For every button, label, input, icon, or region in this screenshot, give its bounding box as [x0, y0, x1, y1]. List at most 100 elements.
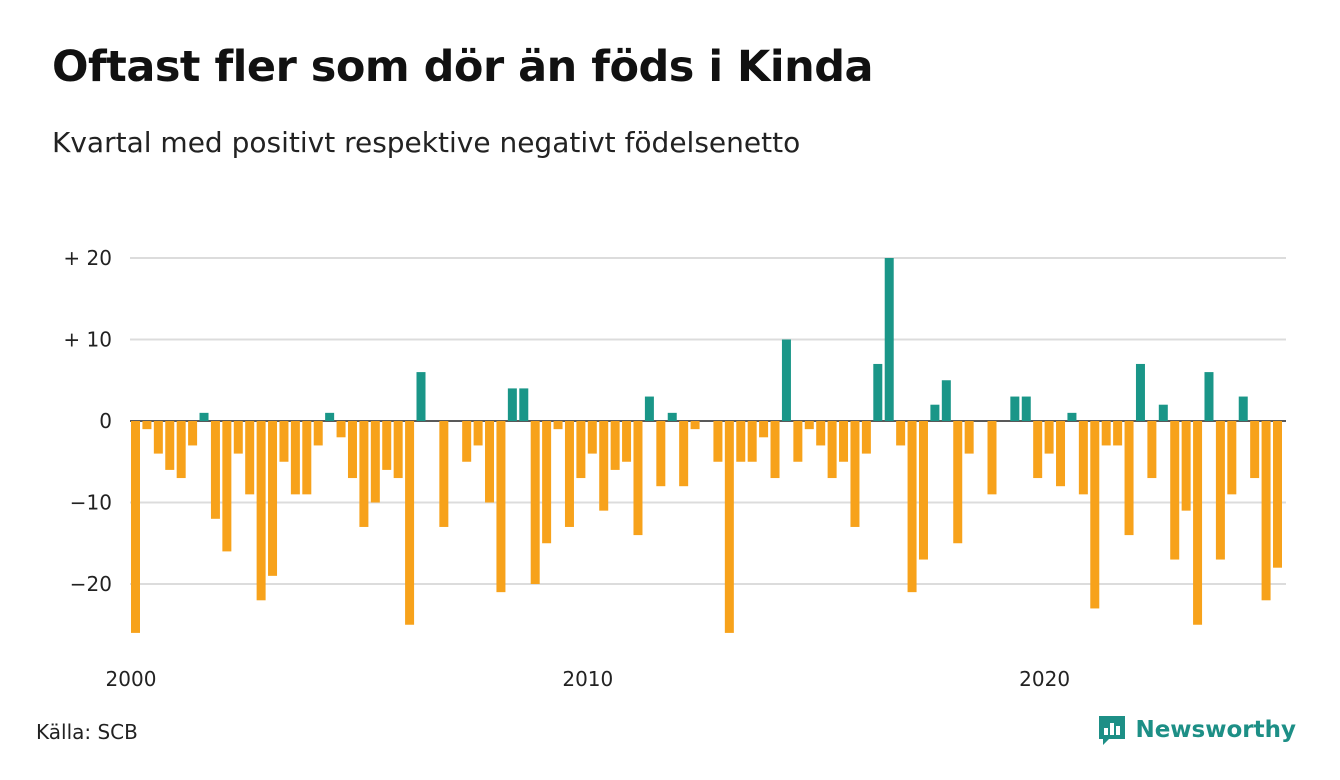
bar-q5 — [176, 421, 186, 479]
bar-q83 — [1067, 412, 1077, 421]
bar-q70 — [918, 421, 928, 560]
bar-q43 — [610, 421, 620, 470]
bar-q39 — [564, 421, 574, 527]
newsworthy-logo-link[interactable]: Newsworthy — [1097, 714, 1296, 746]
bar-q101 — [1273, 421, 1282, 568]
bar-q44 — [622, 421, 632, 462]
bar-q33 — [496, 421, 506, 593]
bar-q84 — [1078, 421, 1088, 495]
bar-q90 — [1147, 421, 1157, 479]
bar-q89 — [1135, 363, 1145, 421]
bar-q45 — [633, 421, 643, 536]
bar-q32 — [485, 421, 495, 503]
y-tick-label: −20 — [70, 572, 112, 596]
bar-q53 — [724, 421, 734, 633]
bar-q4 — [165, 421, 175, 470]
bar-q48 — [667, 412, 677, 421]
x-tick-label: 2010 — [562, 667, 613, 691]
bar-chart: + 20 + 10 0 −10 −20 2000 2010 2020 — [63, 246, 1286, 691]
x-tick-label: 2020 — [1019, 667, 1070, 691]
bar-q22 — [370, 421, 380, 503]
bar-q72 — [941, 380, 951, 421]
bar-q28 — [439, 421, 449, 527]
bar-q15 — [290, 421, 300, 495]
bar-q40 — [576, 421, 586, 479]
bar-q99 — [1250, 421, 1260, 479]
y-tick-label: + 20 — [63, 246, 112, 270]
bar-q74 — [964, 421, 974, 454]
bar-q76 — [987, 421, 997, 495]
bar-q62 — [827, 421, 837, 479]
bar-q23 — [382, 421, 392, 470]
chart-title: Oftast fler som dör än föds i Kinda — [52, 42, 874, 92]
bar-q35 — [519, 388, 529, 421]
bar-q36 — [530, 421, 540, 584]
y-tick-label: + 10 — [63, 328, 112, 352]
bar-q11 — [245, 421, 255, 495]
bar-q56 — [759, 421, 769, 438]
bar-q67 — [884, 258, 894, 421]
bar-q91 — [1158, 404, 1168, 421]
bar-q86 — [1101, 421, 1111, 446]
bar-q12 — [256, 421, 266, 601]
bar-q13 — [268, 421, 278, 576]
x-tick-label: 2000 — [106, 667, 157, 691]
bar-q73 — [953, 421, 963, 544]
bar-q65 — [861, 421, 871, 454]
x-axis-tick-labels: 2000 2010 2020 — [106, 667, 1071, 691]
source-note: Källa: SCB — [36, 720, 138, 744]
bar-q88 — [1124, 421, 1134, 536]
bar-q30 — [462, 421, 472, 462]
bar-q16 — [302, 421, 312, 495]
bar-q50 — [690, 421, 700, 430]
bar-q92 — [1170, 421, 1180, 560]
bar-q85 — [1090, 421, 1100, 609]
bar-q81 — [1044, 421, 1054, 454]
bar-q9 — [222, 421, 232, 552]
bar-q78 — [1010, 396, 1020, 421]
bar-q1 — [131, 421, 140, 633]
bar-q68 — [896, 421, 906, 446]
bar-q69 — [907, 421, 917, 593]
bar-q59 — [793, 421, 803, 462]
bar-q54 — [736, 421, 746, 462]
bar-q26 — [416, 372, 426, 421]
bar-q80 — [1033, 421, 1043, 479]
y-tick-label: 0 — [99, 409, 112, 433]
bar-q87 — [1113, 421, 1123, 446]
bar-q38 — [553, 421, 563, 430]
bar-q66 — [873, 363, 883, 421]
brand-name: Newsworthy — [1135, 717, 1296, 743]
bar-q10 — [233, 421, 243, 454]
bar-q55 — [747, 421, 757, 462]
bar-q58 — [781, 339, 791, 421]
bar-q41 — [587, 421, 597, 454]
bar-q94 — [1193, 421, 1203, 625]
bar-q95 — [1204, 372, 1214, 421]
bar-q98 — [1238, 396, 1248, 421]
bar-q18 — [325, 412, 335, 421]
bar-q97 — [1227, 421, 1237, 495]
bar-q49 — [679, 421, 689, 487]
bar-q100 — [1261, 421, 1271, 601]
bar-chart-logo-icon — [1097, 714, 1127, 746]
bar-q71 — [930, 404, 940, 421]
bar-q52 — [713, 421, 723, 462]
bar-q34 — [507, 388, 517, 421]
bar-q19 — [336, 421, 346, 438]
bar-q37 — [542, 421, 552, 544]
bar-q31 — [473, 421, 483, 446]
bar-q6 — [188, 421, 198, 446]
bar-q61 — [816, 421, 826, 446]
bar-q20 — [347, 421, 357, 479]
bar-q60 — [804, 421, 814, 430]
bar-q25 — [405, 421, 415, 625]
bar-q14 — [279, 421, 289, 462]
bar-q7 — [199, 412, 209, 421]
bar-q2 — [142, 421, 152, 430]
chart-subtitle: Kvartal med positivt respektive negativt… — [52, 126, 801, 159]
y-axis-tick-labels: + 20 + 10 0 −10 −20 — [63, 246, 112, 596]
bar-q64 — [850, 421, 860, 527]
y-tick-label: −10 — [70, 491, 112, 515]
bar-q17 — [313, 421, 323, 446]
